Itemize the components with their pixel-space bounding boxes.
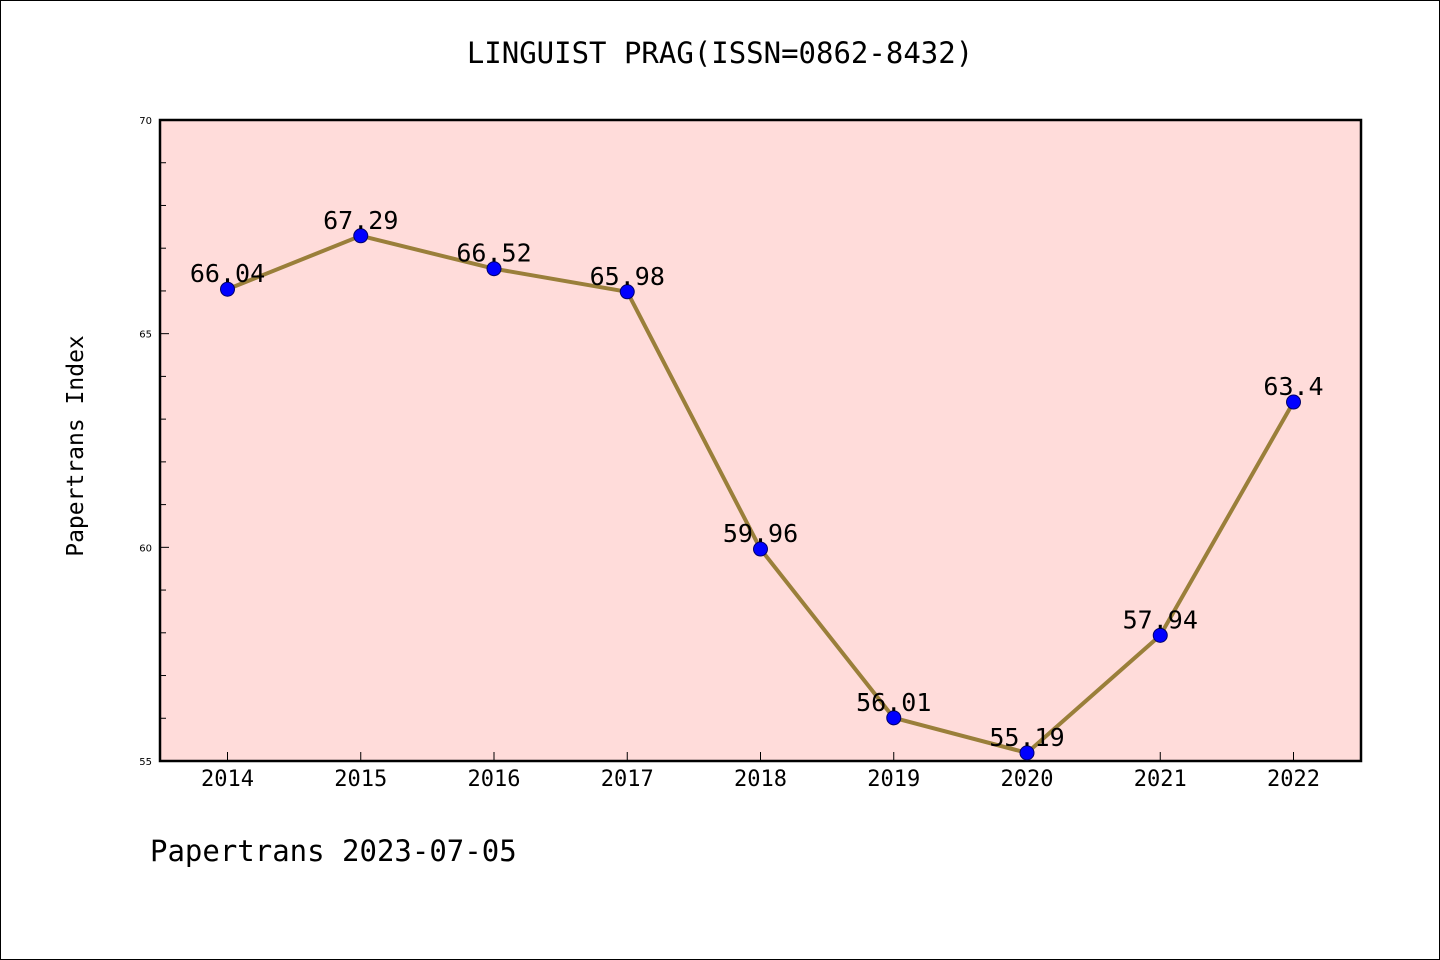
data-label-2021: 57.94: [1123, 605, 1198, 634]
data-labels: 66.04 67.29 66.52 65.98 59.96 56.01 55.19 57.94…: [190, 206, 1324, 752]
data-point-2017: [619, 284, 635, 300]
y-axis-ticks: 55 60 65 70: [139, 116, 169, 768]
data-point-2015: [353, 228, 369, 244]
data-label-2017: 65.98: [590, 262, 665, 291]
plot-area: [158, 118, 1363, 763]
y-tick-label: 60: [139, 543, 152, 554]
x-tick-label: 2020: [1001, 767, 1054, 792]
x-tick-label: 2021: [1134, 767, 1187, 792]
data-point-2021: [1152, 627, 1168, 643]
data-label-2016: 66.52: [456, 239, 531, 268]
x-axis-ticks: 2014 2015 2016 2017 2018 2019 2020 2021 2022: [201, 752, 1320, 792]
x-tick-label: 2014: [201, 767, 254, 792]
x-tick-label: 2015: [334, 767, 387, 792]
data-label-2020: 55.19: [989, 723, 1064, 752]
x-tick-label: 2022: [1267, 767, 1320, 792]
y-tick-label: 55: [139, 757, 152, 768]
data-point-2016: [486, 261, 502, 277]
data-point-2019: [886, 710, 902, 726]
footer-source-date: Papertrans 2023-07-05: [150, 834, 517, 868]
data-point-2018: [753, 541, 768, 557]
data-label-2014: 66.04: [190, 259, 265, 288]
x-tick-label: 2016: [468, 767, 521, 792]
data-label-2015: 67.29: [323, 206, 398, 235]
series-markers: [220, 228, 1301, 761]
data-label-2018: 59.96: [723, 519, 798, 548]
data-point-2014: [220, 281, 235, 297]
data-point-2020: [1019, 745, 1035, 761]
chart-title: LINGUIST PRAG(ISSN=0862-8432): [466, 36, 974, 70]
data-label-2019: 56.01: [856, 688, 931, 717]
y-tick-label: 70: [139, 116, 152, 127]
x-tick-label: 2017: [601, 767, 654, 792]
x-tick-label: 2018: [734, 767, 787, 792]
data-point-2022: [1286, 394, 1301, 410]
x-tick-label: 2019: [867, 767, 920, 792]
data-label-2022: 63.4: [1263, 372, 1323, 401]
y-tick-label: 65: [139, 330, 152, 341]
